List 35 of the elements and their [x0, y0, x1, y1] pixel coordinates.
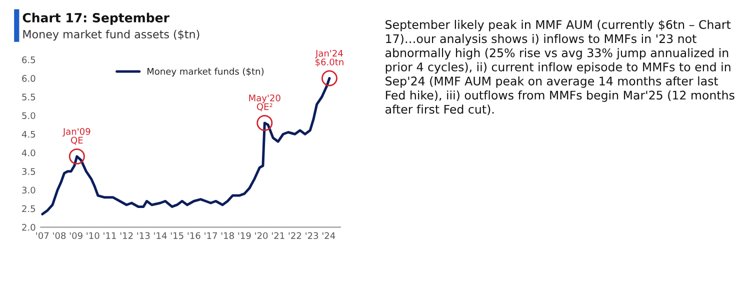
x-tick-label: '23	[306, 232, 318, 240]
y-tick-label: 2.5	[22, 205, 36, 212]
y-tick-label: 5.0	[22, 112, 36, 120]
x-tick-label: '22	[288, 232, 302, 239]
x-tick-label: '24	[322, 232, 336, 239]
x-tick-label: '17	[204, 232, 217, 239]
x-tick-label: '18	[221, 232, 234, 240]
x-tick-label: '16	[188, 232, 200, 240]
legend-label: Money market funds ($tn)	[147, 68, 264, 76]
y-tick-label: 6.0	[22, 74, 36, 82]
y-tick-label: 5.5	[22, 94, 36, 100]
y-tick-label: 3.5	[22, 168, 36, 175]
x-tick-label: '15	[170, 232, 184, 240]
x-tick-label: '11	[104, 232, 116, 239]
x-tick-label: '21	[272, 232, 284, 239]
annotation: May'20 QE²	[249, 94, 280, 112]
x-tick-label: '14	[154, 232, 167, 239]
x-tick-label: '20	[255, 232, 268, 240]
y-tick-label: 6.5	[22, 56, 36, 64]
x-tick-label: '13	[137, 232, 150, 240]
x-tick-label: '07	[36, 232, 49, 240]
y-tick-label: 4.0	[22, 149, 36, 156]
y-tick-label: 4.5	[22, 130, 36, 138]
annotation: Jan'24 $6.0tn	[315, 50, 344, 67]
x-tick-label: '08	[53, 232, 66, 240]
x-tick-label: '09	[70, 232, 82, 240]
text: September likely peak in MMF AUM (currently $6tn – Chart 17)…our analysis shows i) inflows to MMFs in '23 not abnormally high (25% rise vs avg 33% jump annualized in prior 4 cycles), ii) current inflow episode to MMFs to end in Sep'24 (MMF AUM peak on average 14 months after last Fed hike), iii) outflows from MMFs begin Mar'25 (12 months after first Fed cut).	[386, 20, 734, 116]
y-tick-label: 3.0	[22, 186, 36, 194]
annotation: Jan'09 QE	[62, 128, 90, 145]
chart-title: Chart 17: September	[22, 12, 170, 25]
x-tick-label: '12	[120, 232, 133, 239]
x-tick-label: '10	[86, 232, 100, 240]
y-tick-label: 2.0	[22, 224, 36, 231]
chart-subtitle: Money market fund assets ($tn)	[23, 30, 200, 41]
x-tick-label: '19	[238, 232, 251, 240]
